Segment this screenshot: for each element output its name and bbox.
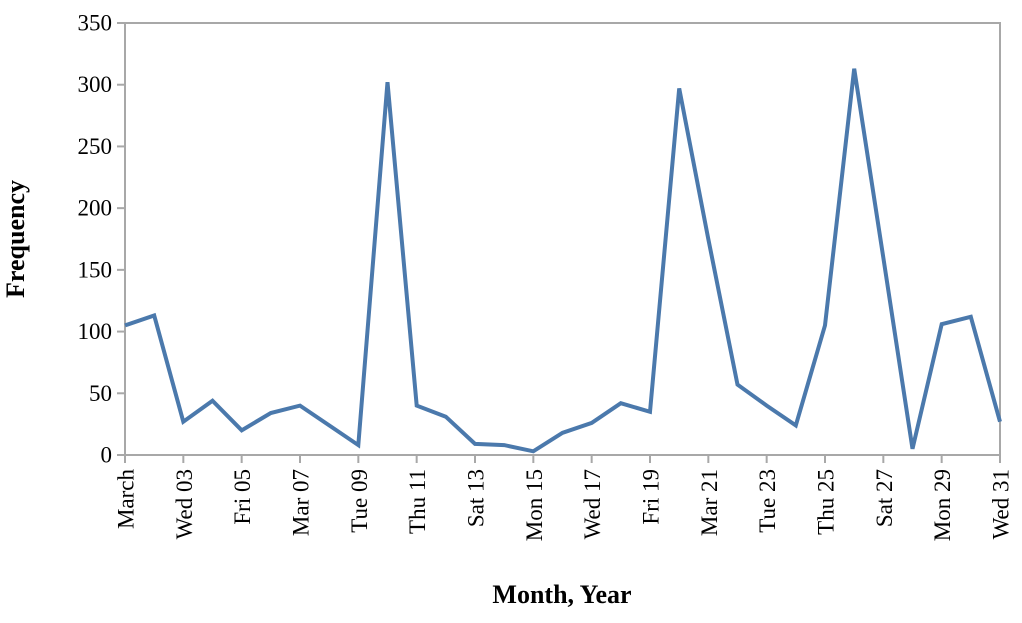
- x-tick-label: Tue 23: [755, 469, 780, 533]
- y-tick-label: 0: [101, 443, 113, 468]
- y-tick-label: 150: [78, 257, 113, 282]
- y-tick-label: 50: [89, 381, 112, 406]
- x-tick-label: March: [114, 469, 139, 530]
- y-tick-label: 350: [78, 11, 113, 36]
- plot-frame: [124, 22, 1001, 456]
- x-tick-label: Wed 03: [172, 469, 197, 539]
- x-tick-label: Mar 21: [697, 469, 722, 536]
- x-tick-label: Sat 27: [872, 469, 897, 527]
- x-tick-label: Mar 07: [289, 469, 314, 536]
- x-axis-title: Month, Year: [492, 580, 631, 609]
- x-tick-label: Mon 15: [522, 469, 547, 541]
- y-tick-label: 200: [78, 196, 113, 221]
- plot-area: 0 50 100 150 200 250 300 350 March Wed 03 Fri 05 Ma…: [78, 11, 1014, 542]
- x-tick-label: Wed 17: [580, 469, 605, 539]
- y-tick-label: 300: [78, 72, 113, 97]
- x-tick-label: Thu 11: [405, 469, 430, 534]
- x-tick-label: Thu 25: [814, 469, 839, 535]
- y-axis-title: Frequency: [1, 180, 30, 298]
- x-tick-label: Sat 13: [464, 469, 489, 527]
- x-tick-label: Wed 31: [989, 469, 1014, 539]
- y-tick-label: 100: [78, 319, 113, 344]
- frequency-line: [124, 68, 1002, 454]
- x-tick-label: Fri 19: [639, 469, 664, 525]
- x-tick-label: Mon 29: [930, 469, 955, 541]
- x-tick-label: Fri 05: [230, 469, 255, 525]
- y-tick-label: 250: [78, 134, 113, 159]
- x-tick-label: Tue 09: [347, 469, 372, 533]
